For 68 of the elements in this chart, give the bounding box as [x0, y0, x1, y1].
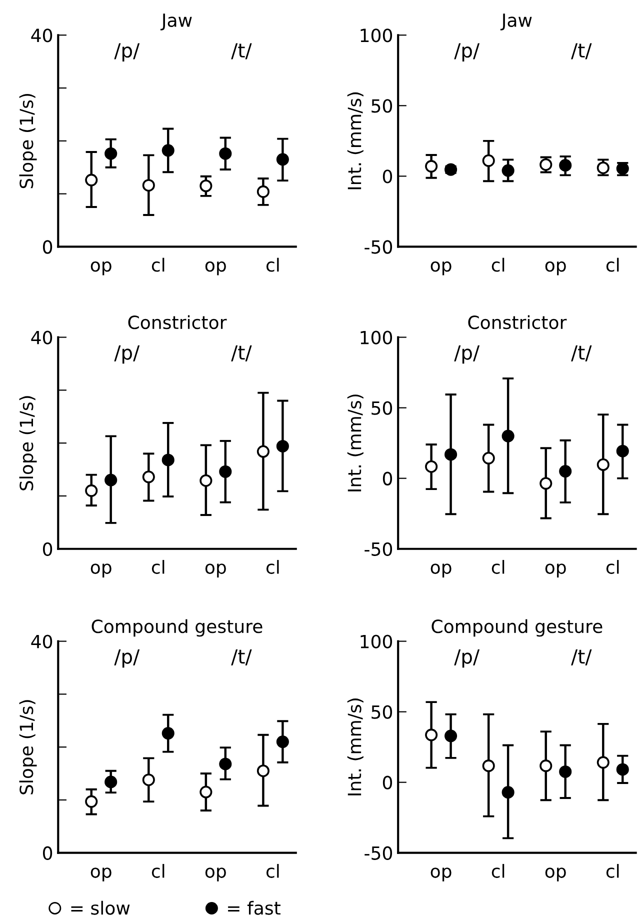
x-tick-label: op	[430, 564, 452, 578]
x-tick-label: cl	[266, 864, 279, 878]
y-tick-label: 50	[372, 705, 392, 719]
x-tick-label: op	[205, 868, 226, 882]
annotation: /t/	[571, 649, 592, 666]
x-tick-label: op	[205, 261, 226, 276]
annotation: /p/	[454, 43, 480, 62]
x-tick-label: cl	[152, 864, 164, 878]
chart-title: Jaw	[500, 14, 532, 30]
chart-title: Constrictor	[128, 315, 227, 330]
chart-title: Compound gesture	[92, 619, 262, 637]
annotation: /p/	[114, 649, 140, 668]
y-tick-label: -50	[364, 846, 392, 860]
y-tick-label: 0	[42, 542, 52, 556]
y-axis-title: Int. (mm/s)	[347, 92, 364, 190]
y-axis-title: Int. (mm/s)	[347, 394, 364, 492]
chart-title: Compound gesture	[432, 619, 602, 637]
x-tick-label: op	[90, 868, 112, 882]
x-tick-label: op	[545, 261, 566, 276]
x-tick-label: op	[205, 564, 226, 578]
y-tick-label: 0	[382, 170, 392, 184]
annotation: /p/	[454, 345, 480, 364]
chart-title: Constrictor	[468, 315, 567, 330]
annotation: /p/	[114, 43, 140, 62]
annotation: /t/	[231, 649, 252, 666]
y-axis-title: Int. (mm/s)	[347, 698, 364, 796]
annotation: /t/	[571, 345, 592, 362]
x-tick-label: op	[430, 868, 452, 882]
annotation: /t/	[231, 345, 252, 362]
y-tick-label: 40	[31, 634, 52, 648]
y-tick-label: 0	[382, 776, 392, 790]
x-tick-label: cl	[266, 258, 279, 272]
y-tick-label: 40	[31, 330, 52, 344]
x-tick-label: cl	[606, 560, 619, 574]
y-tick-label: -50	[364, 240, 392, 254]
x-tick-label: cl	[492, 864, 504, 878]
y-tick-label: -50	[364, 542, 392, 556]
y-tick-label: 100	[360, 330, 392, 344]
y-tick-label: 0	[382, 472, 392, 486]
x-tick-label: op	[545, 564, 566, 578]
x-tick-label: cl	[606, 258, 619, 272]
x-tick-label: op	[90, 564, 112, 578]
annotation: /t/	[571, 43, 592, 60]
y-tick-label: 50	[372, 99, 392, 113]
y-tick-label: 100	[360, 634, 392, 648]
x-tick-label: cl	[152, 560, 164, 574]
annotation: /t/	[231, 43, 252, 60]
x-tick-label: cl	[492, 258, 504, 272]
y-tick-label: 40	[31, 28, 52, 42]
x-tick-label: cl	[152, 258, 164, 272]
x-tick-label: cl	[606, 864, 619, 878]
y-axis-title: Slope (1/s)	[19, 396, 37, 490]
y-axis-title: Slope (1/s)	[19, 94, 37, 188]
x-tick-label: cl	[266, 560, 279, 574]
y-axis-title: Slope (1/s)	[19, 700, 37, 794]
annotation: /p/	[454, 649, 480, 668]
annotation: /p/	[114, 345, 140, 364]
x-tick-label: op	[90, 261, 112, 276]
y-tick-label: 100	[360, 28, 392, 42]
legend-label: = slow	[71, 900, 130, 915]
x-tick-label: cl	[492, 560, 504, 574]
y-tick-label: 0	[42, 240, 52, 254]
x-tick-label: op	[430, 261, 452, 276]
chart-title: Jaw	[160, 14, 192, 30]
x-tick-label: op	[545, 868, 566, 882]
y-tick-label: 50	[372, 401, 392, 415]
y-tick-label: 0	[42, 846, 52, 860]
legend-label: = fast	[228, 900, 280, 915]
